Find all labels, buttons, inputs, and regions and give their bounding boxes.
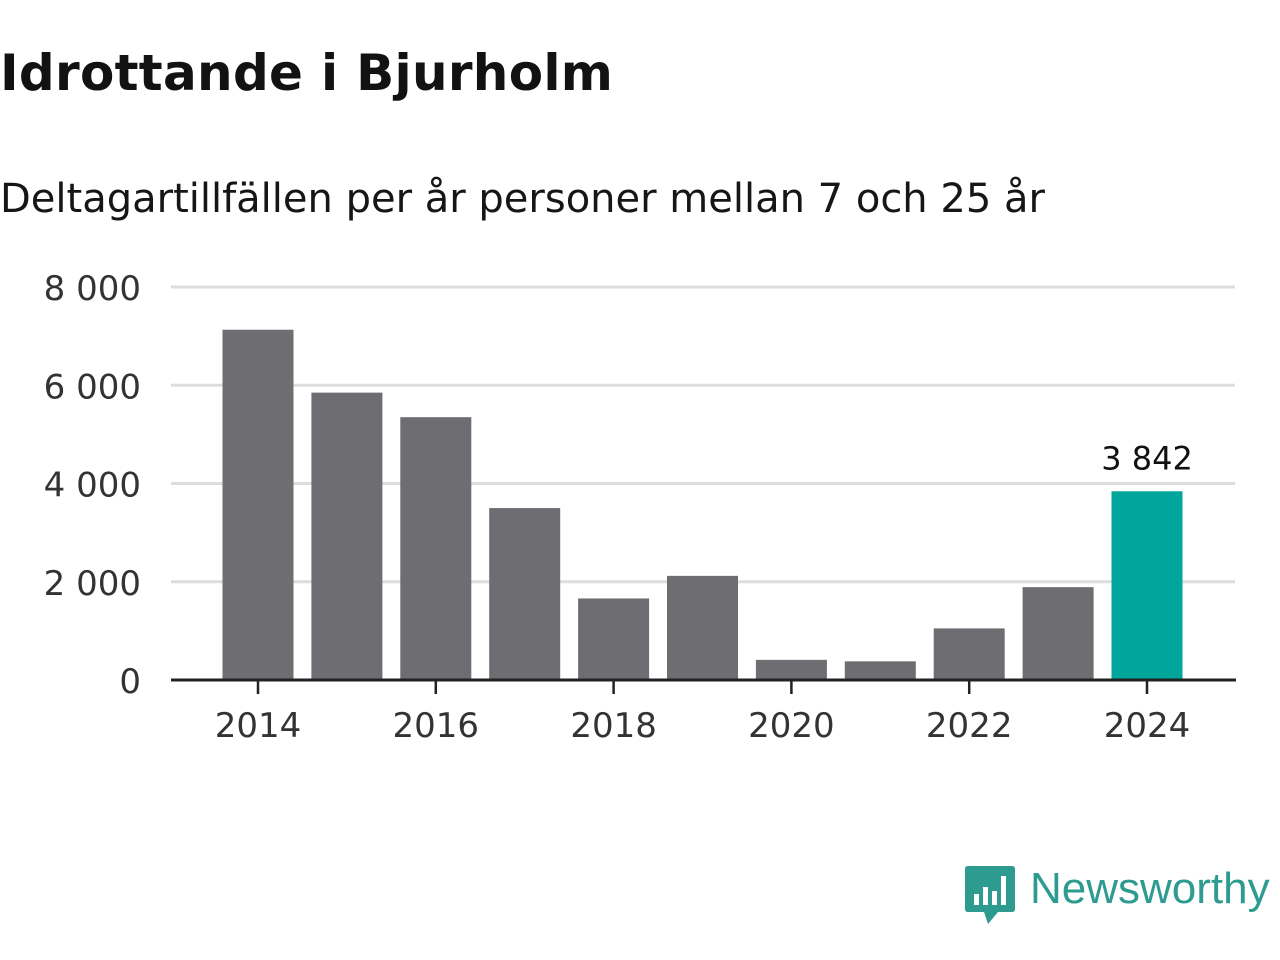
brand-logo: Newsworthy <box>964 864 1270 930</box>
x-tick-label: 2016 <box>393 706 480 746</box>
bar-2016 <box>400 417 472 680</box>
bar-2017 <box>489 508 561 680</box>
bar-2019 <box>667 575 738 680</box>
brand-name: Newsworthy <box>1030 864 1270 913</box>
data-label-2024: 3 842 <box>1101 439 1193 477</box>
bar-2023 <box>1022 587 1094 680</box>
chart-subtitle: Deltagartillfällen per år personer mella… <box>0 176 1045 222</box>
x-tick-label: 2014 <box>215 706 302 746</box>
bar-2020 <box>755 659 827 680</box>
y-tick-label: 0 <box>119 662 141 702</box>
bar-2014 <box>222 329 294 680</box>
x-tick-label: 2024 <box>1104 706 1191 746</box>
bar-2021 <box>844 661 916 680</box>
x-tick-label: 2022 <box>926 706 1013 746</box>
bar-chart-speech-bubble-icon <box>965 866 1015 924</box>
bar-2022 <box>933 628 1005 680</box>
y-tick-label: 8 000 <box>44 269 141 309</box>
y-tick-label: 6 000 <box>44 367 141 407</box>
bar-2024 <box>1111 491 1183 680</box>
x-tick-label: 2018 <box>570 706 657 746</box>
bar-2018 <box>578 598 650 680</box>
chart-title: Idrottande i Bjurholm <box>0 44 614 102</box>
bar-2015 <box>311 392 383 680</box>
x-tick-label: 2020 <box>748 706 835 746</box>
y-tick-label: 4 000 <box>44 466 141 506</box>
y-tick-label: 2 000 <box>44 564 141 604</box>
